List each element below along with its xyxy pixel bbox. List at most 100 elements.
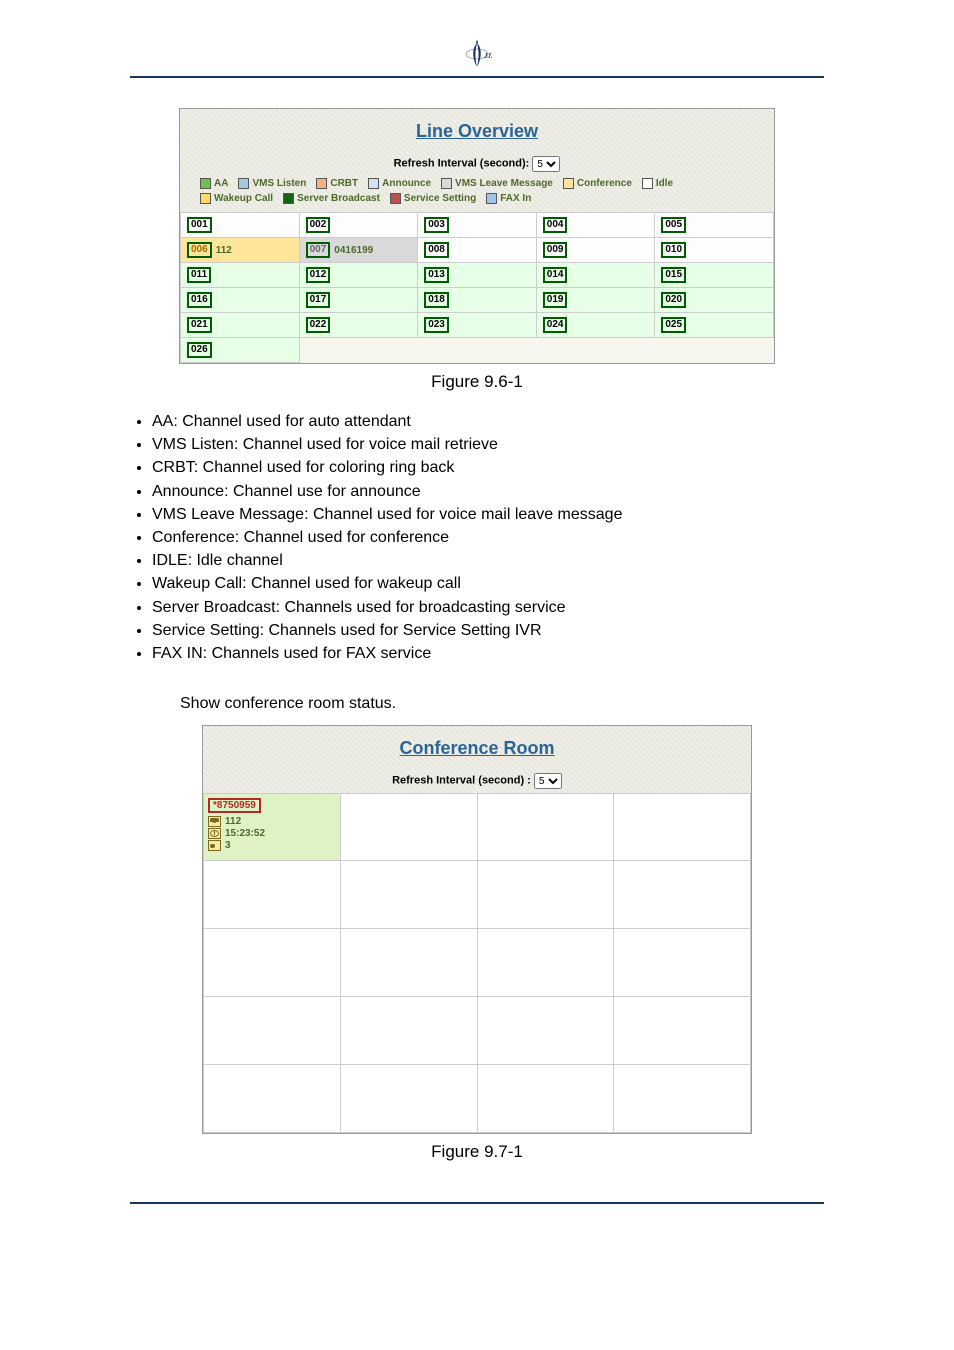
conference-room-active[interactable]: *8750959 112 15:23:52 3 (203, 793, 341, 861)
legend-item: Announce (368, 178, 431, 189)
line-cell-empty (419, 338, 537, 363)
line-chip: 011 (187, 267, 211, 283)
line-cell-023[interactable]: 023 (418, 313, 537, 338)
line-cell-017[interactable]: 017 (300, 288, 419, 313)
line-cell-006[interactable]: 006 112 (180, 238, 300, 263)
line-chip: 017 (306, 292, 331, 308)
legend-item: VMS Leave Message (441, 178, 553, 189)
channel-descriptions: AA: Channel used for auto attendantVMS L… (130, 410, 824, 665)
conference-room-empty (203, 997, 341, 1065)
legend-item: Wakeup Call (200, 193, 273, 204)
line-cell-007[interactable]: 0070416199 (300, 238, 419, 263)
line-cell-024[interactable]: 024 (537, 313, 656, 338)
line-cell-018[interactable]: 018 (418, 288, 537, 313)
line-chip: 004 (543, 217, 568, 233)
legend-item: Conference (563, 178, 632, 189)
group-icon (208, 840, 221, 851)
line-cell-012[interactable]: 012 (300, 263, 419, 288)
legend-item: VMS Listen (238, 178, 306, 189)
conference-room-empty (614, 929, 751, 997)
line-chip: 026 (187, 342, 212, 358)
legend-swatch (390, 193, 401, 204)
line-cell-extra: 0416199 (334, 245, 373, 256)
clock-icon (208, 828, 221, 839)
line-cell-013[interactable]: 013 (418, 263, 537, 288)
line-cell-025[interactable]: 025 (655, 313, 774, 338)
legend-label: AA (214, 178, 228, 189)
conf-refresh-select[interactable]: 5 (534, 773, 562, 789)
line-cell-014[interactable]: 014 (537, 263, 656, 288)
line-cell-021[interactable]: 021 (180, 313, 300, 338)
line-cell-empty (537, 338, 655, 363)
legend-swatch (486, 193, 497, 204)
conference-room-empty (478, 929, 615, 997)
line-cell-020[interactable]: 020 (655, 288, 774, 313)
legend-label: Server Broadcast (297, 193, 380, 204)
refresh-label: Refresh Interval (second): (394, 158, 530, 170)
conference-room-empty (341, 861, 478, 929)
line-cell-004[interactable]: 004 (537, 212, 656, 238)
line-chip: 009 (543, 242, 568, 258)
bullet-item: VMS Listen: Channel used for voice mail … (152, 433, 824, 456)
bullet-item: IDLE: Idle channel (152, 549, 824, 572)
refresh-select[interactable]: 5 (532, 156, 560, 172)
line-cell-026[interactable]: 026 (180, 338, 300, 363)
bullet-item: Server Broadcast: Channels used for broa… (152, 596, 824, 619)
conference-room-empty (614, 997, 751, 1065)
line-grid: 001002 003 004 005 006 112 0070416199 008 009 010… (180, 212, 774, 363)
line-chip: 025 (661, 317, 686, 333)
line-cell-009[interactable]: 009 (537, 238, 656, 263)
line-chip: 006 (187, 242, 212, 258)
conf-refresh-label: Refresh Interval (second) : (392, 775, 531, 787)
line-cell-022[interactable]: 022 (300, 313, 419, 338)
line-cell-001[interactable]: 001 (180, 212, 300, 238)
refresh-row: Refresh Interval (second): 5 (180, 148, 774, 176)
line-chip: 021 (187, 317, 212, 333)
line-cell-extra: 112 (216, 245, 232, 256)
legend-item: Idle (642, 178, 673, 189)
line-overview-title: Line Overview (416, 121, 538, 141)
bullet-item: AA: Channel used for auto attendant (152, 410, 824, 433)
person-icon (208, 816, 221, 827)
line-cell-002[interactable]: 002 (300, 212, 419, 238)
conference-intro: Show conference room status. (180, 695, 824, 713)
conference-room-empty (203, 1065, 341, 1133)
conference-room-empty (614, 861, 751, 929)
line-cell-016[interactable]: 016 (180, 288, 300, 313)
legend-label: Service Setting (404, 193, 476, 204)
conference-room-title: Conference Room (399, 738, 554, 758)
legend-label: Conference (577, 178, 632, 189)
svg-text:JJJ: JJJ (483, 52, 492, 60)
conference-code: *8750959 (208, 798, 261, 813)
line-cell-011[interactable]: 011 (180, 263, 300, 288)
line-cell-005[interactable]: 005 (655, 212, 774, 238)
line-chip: 012 (306, 267, 331, 283)
conference-ext: 112 (225, 816, 241, 827)
footer-divider (130, 1202, 824, 1204)
line-chip: 013 (424, 267, 449, 283)
line-cell-008[interactable]: 008 (418, 238, 537, 263)
conference-room-empty (478, 793, 615, 861)
conference-room-empty (614, 1065, 751, 1133)
bullet-item: Conference: Channel used for conference (152, 526, 824, 549)
bullet-item: Wakeup Call: Channel used for wakeup cal… (152, 572, 824, 595)
line-cell-003[interactable]: 003 (418, 212, 537, 238)
line-chip: 008 (424, 242, 449, 258)
conference-time: 15:23:52 (225, 828, 265, 839)
conference-room-empty (614, 793, 751, 861)
legend-item: Server Broadcast (283, 193, 380, 204)
legend-swatch (441, 178, 452, 189)
line-chip: 015 (661, 267, 686, 283)
line-chip: 010 (661, 242, 686, 258)
legend-label: VMS Leave Message (455, 178, 553, 189)
bullet-item: Service Setting: Channels used for Servi… (152, 619, 824, 642)
legend-label: VMS Listen (252, 178, 306, 189)
legend: AAVMS ListenCRBTAnnounceVMS Leave Messag… (180, 176, 774, 212)
logo-icon: JJJ (462, 40, 492, 70)
line-cell-015[interactable]: 015 (655, 263, 774, 288)
line-cell-019[interactable]: 019 (537, 288, 656, 313)
line-chip: 003 (424, 217, 449, 233)
line-chip: 019 (543, 292, 568, 308)
line-cell-010[interactable]: 010 (655, 238, 774, 263)
legend-swatch (238, 178, 249, 189)
